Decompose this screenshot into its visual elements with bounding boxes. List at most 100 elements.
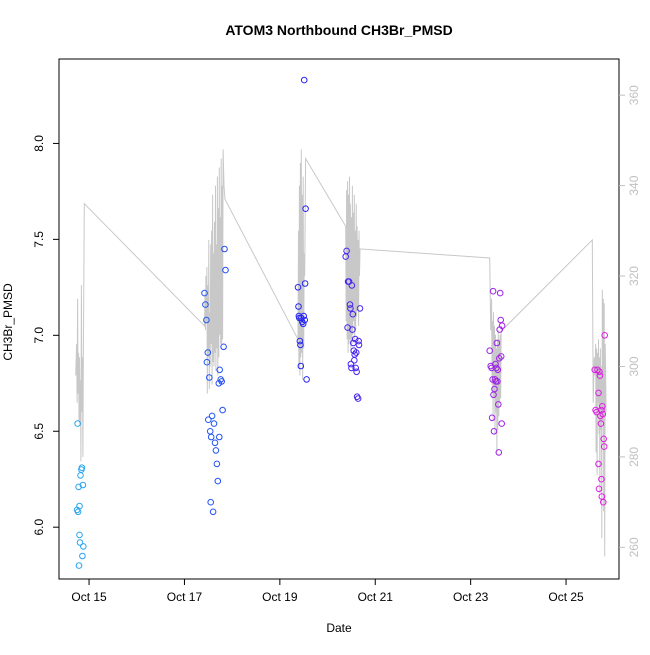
data-point <box>355 341 363 349</box>
x-tick-label: Oct 19 <box>262 590 298 604</box>
data-point <box>598 406 605 414</box>
data-point <box>301 280 309 287</box>
data-point <box>203 358 211 366</box>
data-point <box>74 420 81 427</box>
data-point <box>498 322 506 330</box>
data-point <box>600 498 607 506</box>
data-point <box>596 372 604 379</box>
data-point <box>202 301 209 308</box>
data-point <box>595 389 602 397</box>
data-point <box>491 385 498 393</box>
data-point <box>594 366 601 374</box>
y2-tick-label: 280 <box>627 447 641 467</box>
data-point <box>349 310 357 318</box>
data-point <box>352 364 360 372</box>
data-point <box>498 420 506 427</box>
data-point <box>497 353 505 360</box>
data-point <box>220 343 227 351</box>
data-point <box>219 406 226 414</box>
data-point <box>351 351 359 358</box>
data-point <box>203 316 210 324</box>
data-point <box>302 205 309 212</box>
x-axis: Oct 15 Oct 17 Oct 19 Oct 21 Oct 23 Oct 25 <box>71 579 584 604</box>
data-point <box>213 460 221 468</box>
chart-title: ATOM3 Northbound CH3Br_PMSD <box>225 22 452 38</box>
y2-tick-label: 320 <box>627 266 641 286</box>
data-point <box>76 531 83 539</box>
data-point <box>218 378 225 385</box>
data-point <box>79 552 86 560</box>
data-point <box>303 376 310 383</box>
data-point <box>490 428 498 435</box>
y2-tick-label: 340 <box>627 175 641 195</box>
y2-tick-label: 360 <box>627 85 641 105</box>
data-point <box>221 245 228 253</box>
data-point <box>599 403 606 410</box>
data-point <box>78 464 86 472</box>
data-point <box>204 349 212 356</box>
y-tick-label: 7.0 <box>32 327 46 344</box>
y2-tick-label: 260 <box>627 537 641 557</box>
x-tick-label: Oct 25 <box>548 590 584 604</box>
points-layer <box>73 76 609 569</box>
data-point <box>296 337 304 345</box>
data-point <box>297 362 305 370</box>
data-point <box>346 301 354 308</box>
y-axis-right: 260 280 300 320 340 360 <box>619 85 641 557</box>
data-point <box>495 449 503 456</box>
data-point <box>299 320 307 328</box>
data-point <box>600 443 608 450</box>
data-point <box>295 303 302 310</box>
secondary-series-line <box>75 149 607 557</box>
data-point <box>595 485 603 493</box>
data-point <box>351 335 359 343</box>
x-axis-label: Date <box>326 621 352 635</box>
y2-tick-label: 300 <box>627 356 641 376</box>
data-point <box>493 364 500 372</box>
data-point <box>347 305 354 312</box>
data-point <box>355 337 362 345</box>
data-point <box>352 349 360 356</box>
data-point <box>210 420 218 427</box>
y-tick-label: 6.5 <box>32 423 46 440</box>
data-point <box>496 355 503 362</box>
data-point <box>300 312 308 320</box>
data-point <box>297 341 304 349</box>
x-tick-label: Oct 15 <box>71 590 107 604</box>
data-point <box>75 562 83 569</box>
data-point <box>600 435 608 443</box>
data-point <box>79 481 87 489</box>
y-axis-left: 6.0 6.5 7.0 7.5 8.0 <box>32 135 59 536</box>
data-point <box>496 289 504 297</box>
data-point <box>214 477 222 485</box>
x-tick-label: Oct 23 <box>453 590 489 604</box>
y-tick-label: 6.0 <box>32 519 46 536</box>
data-point <box>488 364 495 372</box>
x-tick-label: Oct 21 <box>358 590 394 604</box>
data-point <box>216 433 223 441</box>
data-point <box>347 360 355 368</box>
secondary-line-layer <box>75 149 607 557</box>
y-tick-label: 8.0 <box>32 135 46 152</box>
data-point <box>206 374 213 381</box>
data-point <box>488 414 496 422</box>
data-point <box>343 247 350 255</box>
data-point <box>595 460 602 468</box>
data-point <box>76 502 83 510</box>
data-point <box>349 326 356 333</box>
data-point <box>354 395 362 402</box>
data-point <box>209 508 217 516</box>
data-point <box>207 498 214 506</box>
data-point <box>76 539 84 546</box>
data-point <box>353 368 360 376</box>
data-point <box>216 366 223 374</box>
data-point <box>75 483 82 491</box>
data-point <box>494 378 501 385</box>
data-point <box>598 475 605 483</box>
data-point <box>495 401 502 408</box>
data-point <box>207 433 215 441</box>
data-point <box>601 332 609 339</box>
